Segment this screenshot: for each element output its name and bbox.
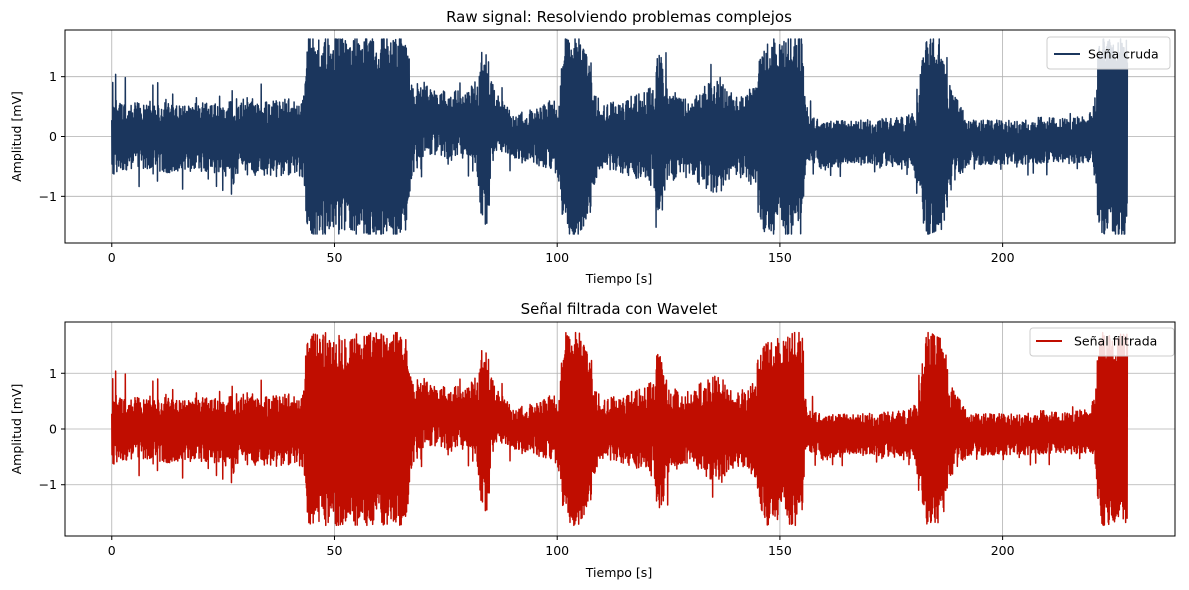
legend: Seña cruda	[1046, 36, 1171, 70]
legend-box	[1029, 327, 1175, 357]
x-tick-label: 100	[545, 543, 569, 558]
legend-label: Señal filtrada	[1074, 334, 1157, 349]
signal-line	[111, 38, 1129, 235]
x-tick-label: 0	[108, 250, 116, 265]
x-tick-label: 200	[991, 250, 1015, 265]
legend: Señal filtrada	[1029, 327, 1175, 357]
x-tick-label: 150	[768, 250, 792, 265]
y-tick-label: −1	[39, 189, 57, 204]
filtered-signal-subplot: Señal filtrada con Wavelet 0 50 100 150 200 −…	[9, 300, 1176, 580]
y-tick-label: 1	[49, 366, 57, 381]
x-tick-label: 50	[327, 250, 343, 265]
signal-line	[111, 331, 1129, 527]
x-tick-label: 200	[991, 543, 1015, 558]
x-tick-label: 0	[108, 543, 116, 558]
chart-title: Raw signal: Resolviendo problemas comple…	[446, 8, 792, 26]
y-axis-label: Amplitud [mV]	[9, 91, 24, 182]
y-axis-label: Amplitud [mV]	[9, 384, 24, 475]
y-tick-label: −1	[39, 477, 57, 492]
y-tick-label: 0	[49, 129, 57, 144]
raw-signal-subplot: Raw signal: Resolviendo problemas comple…	[9, 8, 1176, 286]
legend-label: Seña cruda	[1088, 47, 1159, 62]
legend-box	[1046, 36, 1171, 70]
x-axis-label: Tiempo [s]	[585, 565, 652, 580]
x-axis-label: Tiempo [s]	[585, 271, 652, 286]
y-tick-label: 1	[49, 69, 57, 84]
y-tick-label: 0	[49, 422, 57, 437]
x-tick-label: 150	[768, 543, 792, 558]
x-tick-label: 100	[545, 250, 569, 265]
chart-title: Señal filtrada con Wavelet	[521, 300, 718, 318]
x-tick-label: 50	[327, 543, 343, 558]
